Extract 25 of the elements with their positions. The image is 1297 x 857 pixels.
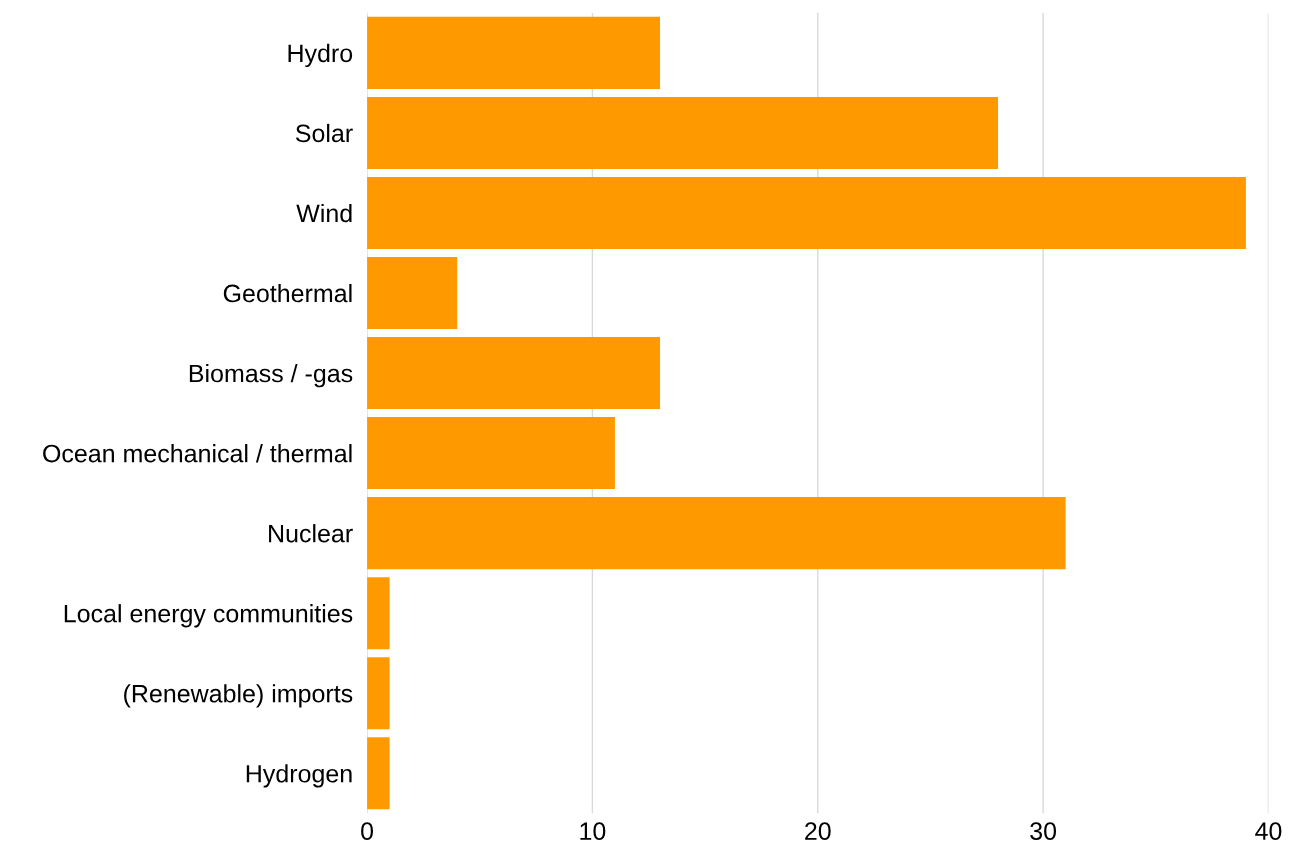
- y-tick-label: Solar: [295, 123, 353, 143]
- y-tick-label: Wind: [296, 203, 352, 223]
- bar: [367, 737, 390, 810]
- y-tick-label: Hydro: [288, 43, 353, 68]
- x-tick-label: 0: [361, 822, 374, 840]
- x-tick-label: 20: [805, 822, 831, 840]
- y-tick-label: Geothermal: [223, 283, 352, 303]
- bar: [367, 256, 458, 330]
- bar: [367, 577, 390, 650]
- y-tick-label: Nuclear: [269, 524, 353, 543]
- bar: [367, 417, 615, 490]
- bar: [367, 657, 390, 730]
- bar: [367, 497, 1066, 570]
- y-tick-label: Ocean mechanical / thermal: [43, 444, 352, 463]
- x-tick-label: 40: [1255, 822, 1282, 840]
- y-tick-label: Hydrogen: [246, 764, 352, 788]
- x-tick-label: 10: [580, 822, 606, 840]
- bar: [367, 176, 1246, 249]
- y-tick-label: Biomass / -gas: [189, 363, 353, 388]
- bar: [367, 337, 661, 410]
- bar: [367, 96, 999, 169]
- bar: [367, 16, 661, 89]
- x-tick-label: 30: [1030, 822, 1057, 840]
- y-tick-label: Local energy communities: [64, 604, 353, 628]
- y-tick-label: (Renewable) imports: [124, 684, 353, 708]
